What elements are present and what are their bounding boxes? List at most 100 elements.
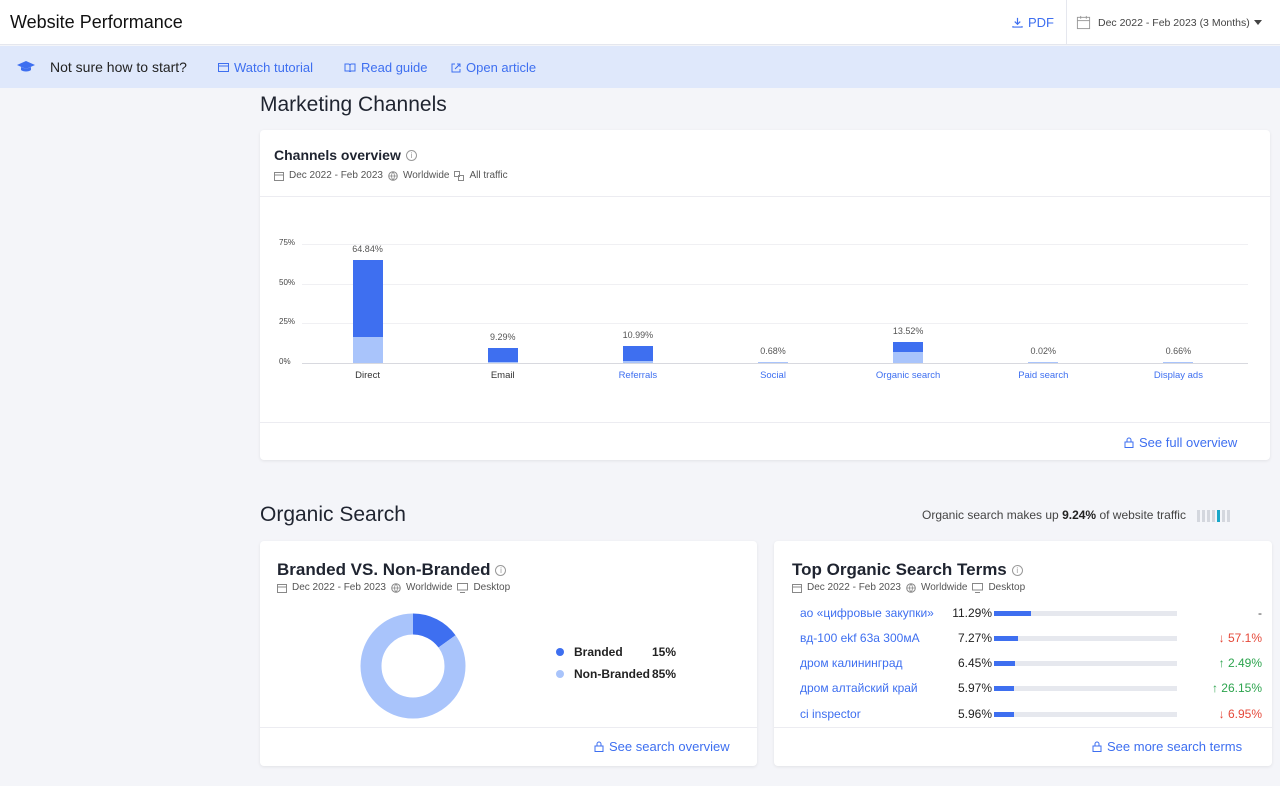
x-category-label: Email bbox=[490, 370, 515, 381]
branded-title: Branded VS. Non-Branded bbox=[277, 560, 491, 579]
donut-slice-non-branded[interactable] bbox=[360, 613, 466, 719]
globe-icon bbox=[388, 170, 398, 181]
organic-share-text: Organic search makes up 9.24% of website… bbox=[922, 508, 1231, 522]
x-category-label[interactable]: Organic search bbox=[875, 370, 941, 381]
x-category-label[interactable]: Social bbox=[760, 370, 786, 381]
calendar-icon bbox=[1076, 15, 1091, 30]
graduation-cap-icon bbox=[17, 61, 35, 72]
terms-meta: Dec 2022 - Feb 2023 Worldwide Desktop bbox=[792, 582, 1025, 593]
term-share-bar bbox=[994, 685, 1177, 691]
branded-card: Branded VS. Non-Branded i Dec 2022 - Feb … bbox=[260, 541, 757, 766]
term-share-fill bbox=[994, 635, 1018, 641]
see-more-search-terms-link[interactable]: See more search terms bbox=[1092, 739, 1242, 754]
term-share-fill bbox=[994, 685, 1014, 691]
organic-share-indicator bbox=[1197, 509, 1231, 522]
term-link[interactable]: вд-100 ekf 63а 300мА bbox=[800, 631, 920, 645]
bar-data-label: 0.66% bbox=[1165, 345, 1192, 356]
meta-date: Dec 2022 - Feb 2023 bbox=[289, 170, 383, 181]
y-tick-label: 25% bbox=[279, 317, 296, 327]
globe-icon bbox=[906, 582, 916, 593]
bar-referrals[interactable] bbox=[622, 345, 653, 363]
pdf-export-button[interactable]: PDF bbox=[1012, 15, 1054, 30]
open-article-link[interactable]: Open article bbox=[451, 60, 536, 75]
meta-device: Desktop bbox=[473, 582, 511, 593]
download-icon bbox=[1012, 17, 1023, 28]
bar-email[interactable] bbox=[487, 348, 518, 363]
bar-data-label: 64.84% bbox=[352, 244, 383, 255]
bar-segment-light bbox=[758, 362, 788, 363]
bar-segment-light bbox=[622, 360, 653, 363]
legend-non-branded-label: Non-Branded bbox=[574, 667, 650, 681]
desktop-icon bbox=[457, 582, 469, 593]
branded-meta: Dec 2022 - Feb 2023 Worldwide Desktop bbox=[277, 582, 510, 593]
legend-branded-value: 15% bbox=[652, 645, 677, 659]
globe-icon bbox=[391, 582, 401, 593]
y-tick-label: 75% bbox=[279, 238, 296, 247]
lock-icon bbox=[1092, 741, 1102, 752]
term-link[interactable]: дром алтайский край bbox=[800, 681, 918, 695]
help-bar: Not sure how to start? Watch tutorial Re… bbox=[0, 46, 1280, 88]
term-share: 6.45% bbox=[957, 656, 992, 670]
page-title: Website Performance bbox=[10, 12, 183, 32]
divider bbox=[260, 727, 757, 728]
term-share-fill bbox=[994, 711, 1014, 717]
x-category-label[interactable]: Display ads bbox=[1153, 370, 1203, 381]
x-category-label[interactable]: Paid search bbox=[1018, 370, 1069, 381]
date-range-selector[interactable]: Dec 2022 - Feb 2023 (3 Months) bbox=[1076, 15, 1262, 30]
divider bbox=[1066, 0, 1067, 45]
bar-segment-light bbox=[352, 336, 383, 363]
info-icon[interactable]: i bbox=[405, 150, 417, 162]
term-row: вд-100 ekf 63а 300мА 7.27% ↓ 57.1% bbox=[800, 627, 1262, 649]
term-share: 5.97% bbox=[957, 681, 992, 695]
y-tick-label: 0% bbox=[279, 357, 291, 366]
legend-dot bbox=[556, 670, 564, 678]
info-icon[interactable]: i bbox=[495, 565, 507, 577]
term-share-fill bbox=[994, 660, 1016, 666]
watch-tutorial-link[interactable]: Watch tutorial bbox=[218, 60, 313, 75]
gridline bbox=[302, 323, 1248, 325]
term-link[interactable]: дром калининград bbox=[800, 656, 903, 670]
organic-share-value: 9.24% bbox=[1062, 508, 1097, 522]
bar-data-label: 9.29% bbox=[489, 332, 516, 343]
legend-non-branded-value: 85% bbox=[652, 667, 677, 681]
bar-segment-light bbox=[1163, 362, 1194, 363]
info-icon[interactable]: i bbox=[1011, 565, 1023, 577]
top-bar: Website Performance PDF Dec 2022 - Feb 2… bbox=[0, 0, 1280, 45]
divider bbox=[774, 727, 1272, 728]
legend-non-branded: Non-Branded 85% bbox=[556, 667, 676, 681]
meta-region: Worldwide bbox=[402, 170, 450, 181]
channels-overview-meta: Dec 2022 - Feb 2023 Worldwide All traffi… bbox=[274, 170, 508, 181]
gridline bbox=[302, 244, 1248, 245]
term-share-bar bbox=[994, 711, 1177, 717]
branded-title-row: Branded VS. Non-Branded i bbox=[277, 560, 507, 580]
see-search-overview-link[interactable]: See search overview bbox=[594, 739, 730, 754]
term-share-bar bbox=[994, 610, 1177, 616]
see-full-overview-link[interactable]: See full overview bbox=[1124, 435, 1237, 450]
meta-device: Desktop bbox=[988, 582, 1026, 593]
calendar-icon bbox=[274, 171, 284, 181]
legend-branded-label: Branded bbox=[574, 645, 623, 659]
term-row: дром алтайский край 5.97% ↑ 26.15% bbox=[800, 677, 1262, 699]
see-full-overview-label: See full overview bbox=[1139, 435, 1238, 450]
term-link[interactable]: ао «цифровые закупки» bbox=[800, 606, 934, 620]
terms-title-row: Top Organic Search Terms i bbox=[792, 560, 1023, 580]
calendar-icon bbox=[792, 583, 802, 593]
meta-region: Worldwide bbox=[405, 582, 453, 593]
term-row: ао «цифровые закупки» 11.29% - bbox=[800, 602, 1262, 624]
traffic-icon bbox=[454, 170, 465, 181]
channels-overview-title-row: Channels overview i bbox=[274, 147, 417, 165]
term-share-bar bbox=[994, 635, 1177, 641]
x-category-label[interactable]: Referrals bbox=[618, 370, 658, 381]
terms-title: Top Organic Search Terms bbox=[792, 560, 1007, 579]
organic-search-heading: Organic Search bbox=[260, 503, 406, 526]
legend-branded: Branded 15% bbox=[556, 645, 676, 659]
top-organic-terms-card: Top Organic Search Terms i Dec 2022 - Feb… bbox=[774, 541, 1272, 766]
read-guide-label: Read guide bbox=[361, 60, 428, 75]
branded-donut-chart bbox=[360, 613, 466, 719]
bar-segment-light bbox=[1028, 362, 1059, 363]
gridline bbox=[302, 363, 1248, 364]
book-icon bbox=[344, 63, 356, 72]
bar-data-label: 13.52% bbox=[892, 325, 924, 336]
term-link[interactable]: ci inspector bbox=[800, 707, 861, 721]
read-guide-link[interactable]: Read guide bbox=[344, 60, 428, 75]
